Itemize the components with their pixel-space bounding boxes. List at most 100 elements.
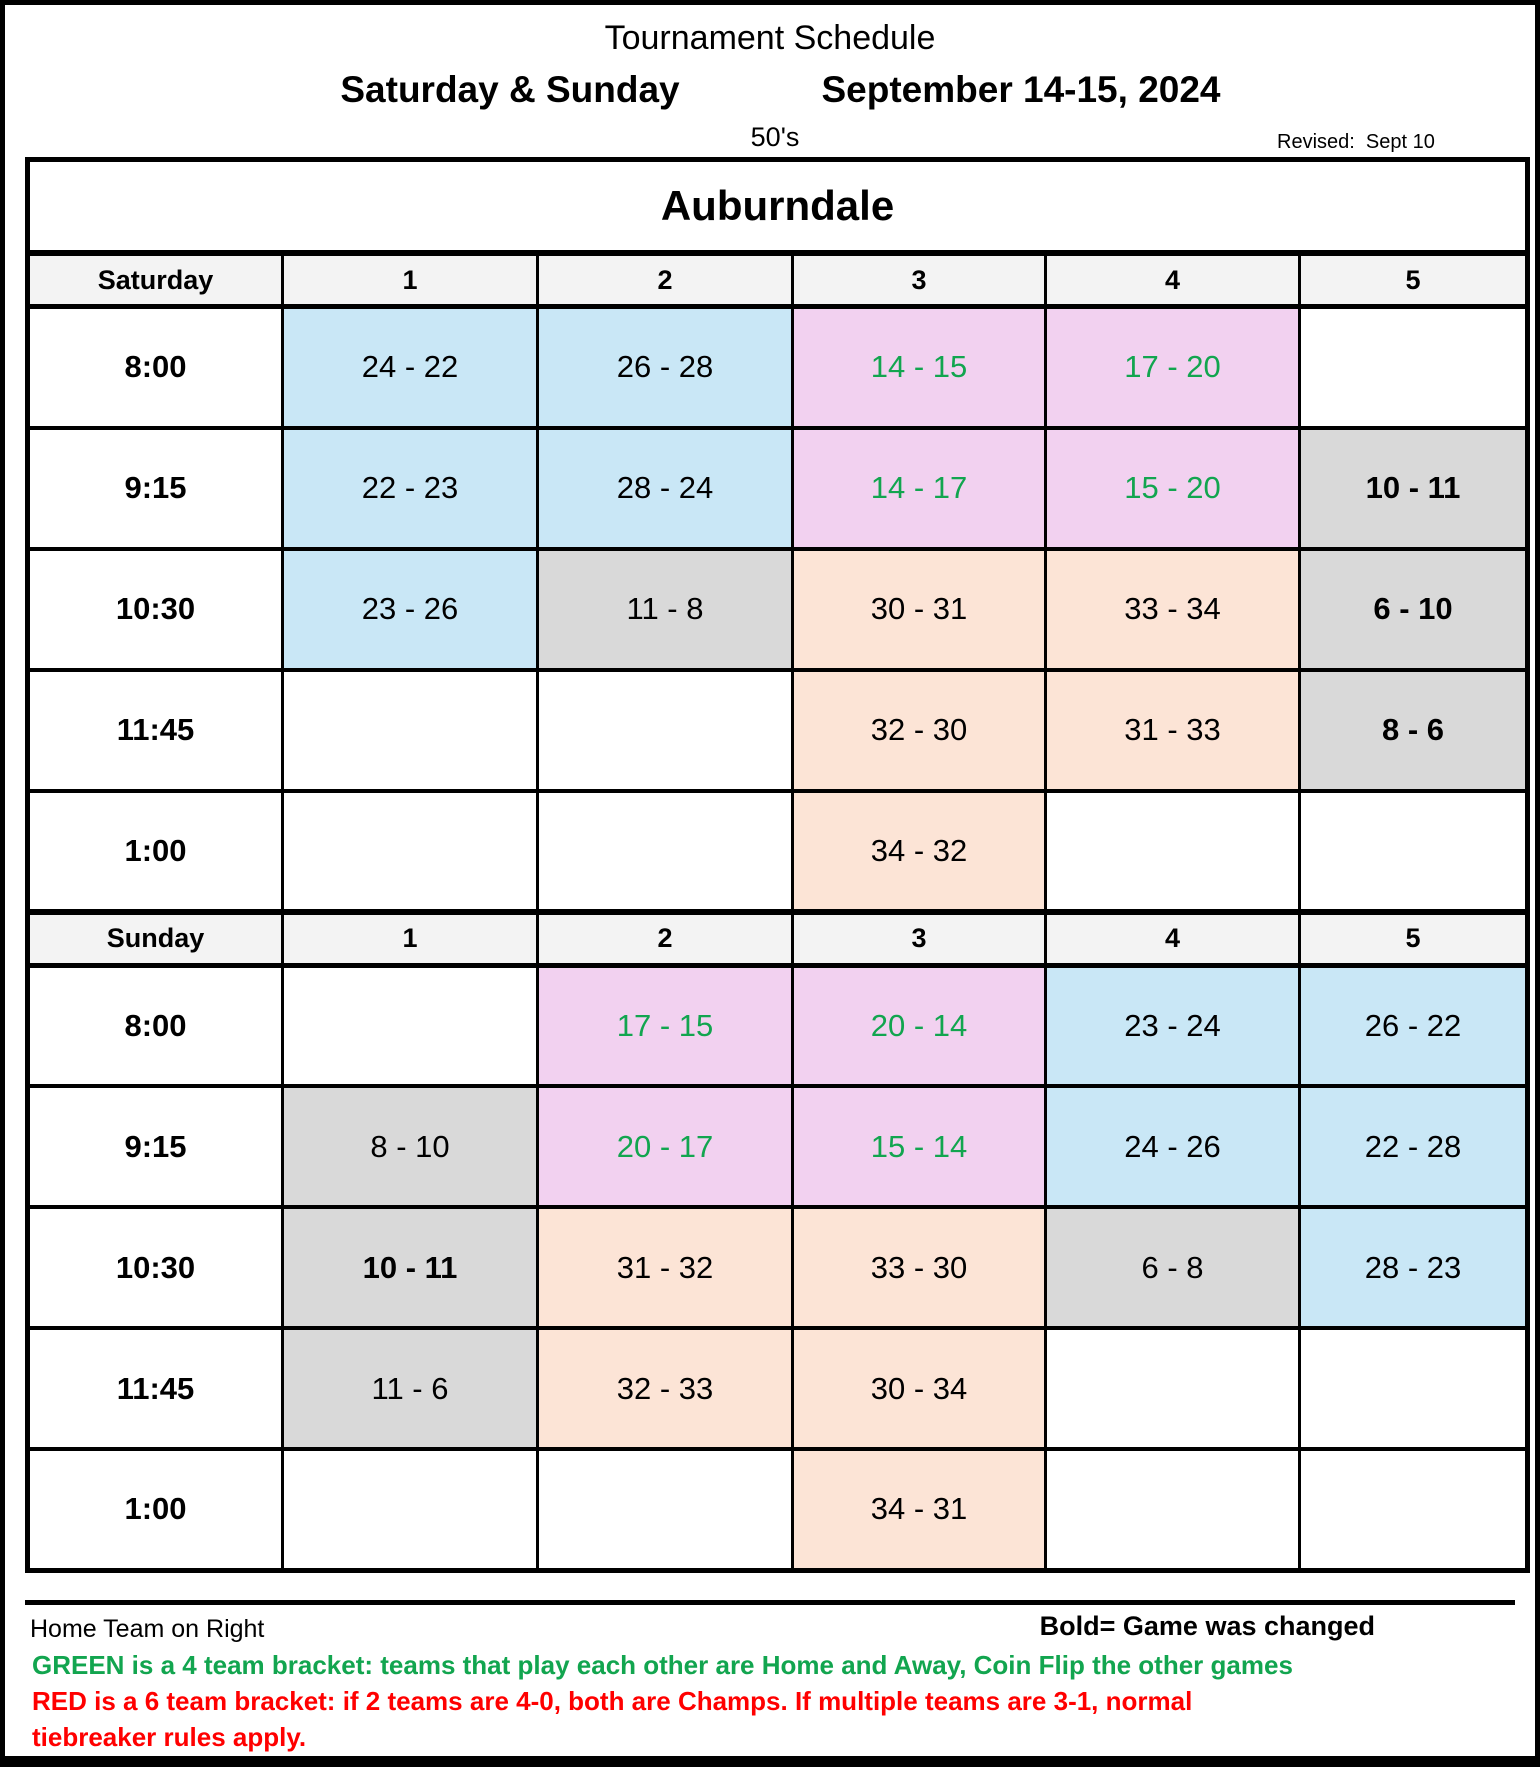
game-cell: 10 - 11 <box>281 1205 539 1330</box>
game-cell: 11 - 8 <box>536 546 794 672</box>
court-header-cell: 4 <box>1044 908 1301 968</box>
venue-row: Auburndale <box>25 157 1530 256</box>
time-cell: 9:15 <box>26 425 284 551</box>
game-row: 10:30 10 - 11 31 - 32 33 - 30 6 - 8 28 - 23 <box>26 1205 1530 1330</box>
empty-cell <box>1044 1326 1301 1451</box>
game-row: 1:00 34 - 32 <box>26 788 1530 914</box>
game-cell: 20 - 17 <box>536 1084 794 1209</box>
game-cell: 34 - 31 <box>791 1447 1047 1572</box>
court-header-cell: 3 <box>791 908 1047 968</box>
home-team-note: Home Team on Right <box>30 1614 265 1643</box>
game-cell: 8 - 10 <box>281 1084 539 1209</box>
empty-cell <box>1044 788 1301 914</box>
footer-rule <box>25 1599 1515 1605</box>
empty-cell <box>281 1447 539 1572</box>
game-cell: 14 - 15 <box>791 304 1047 430</box>
empty-cell <box>1297 1447 1530 1572</box>
game-cell: 34 - 32 <box>791 788 1047 914</box>
time-cell: 10:30 <box>26 1205 284 1330</box>
court-header-cell: 4 <box>1044 250 1301 309</box>
time-cell: 11:45 <box>26 1326 284 1451</box>
empty-cell <box>1297 788 1530 914</box>
game-cell: 17 - 15 <box>536 963 794 1088</box>
game-cell: 6 - 8 <box>1044 1205 1301 1330</box>
game-row: 9:15 8 - 10 20 - 17 15 - 14 24 - 26 22 - 28 <box>26 1084 1530 1209</box>
time-cell: 10:30 <box>26 546 284 672</box>
game-cell: 26 - 22 <box>1297 963 1530 1088</box>
empty-cell <box>281 963 539 1088</box>
game-cell: 33 - 34 <box>1044 546 1301 672</box>
game-cell: 24 - 26 <box>1044 1084 1301 1209</box>
schedule-table: Auburndale Saturday 1 2 3 4 5 8:00 24 - 22 26 - … <box>25 157 1531 1573</box>
game-cell: 26 - 28 <box>536 304 794 430</box>
game-cell: 17 - 20 <box>1044 304 1301 430</box>
game-row: 1:00 34 - 31 <box>26 1447 1530 1572</box>
game-row: 8:00 24 - 22 26 - 28 14 - 15 17 - 20 <box>26 304 1530 430</box>
court-header-cell: 5 <box>1297 250 1530 309</box>
time-cell: 1:00 <box>26 1447 284 1572</box>
red-bracket-note-2: tiebreaker rules apply. <box>32 1721 307 1752</box>
game-cell: 20 - 14 <box>791 963 1047 1088</box>
game-cell: 10 - 11 <box>1297 425 1530 551</box>
game-cell: 15 - 20 <box>1044 425 1301 551</box>
court-header-cell: 2 <box>536 908 794 968</box>
game-row: 9:15 22 - 23 28 - 24 14 - 17 15 - 20 10 - 11 <box>26 425 1530 551</box>
schedule-body: Auburndale Saturday 1 2 3 4 5 8:00 24 - 22 26 - … <box>25 157 1530 1572</box>
game-cell: 24 - 22 <box>281 304 539 430</box>
time-cell: 8:00 <box>26 963 284 1088</box>
game-cell: 22 - 28 <box>1297 1084 1530 1209</box>
empty-cell <box>536 788 794 914</box>
game-cell: 30 - 34 <box>791 1326 1047 1451</box>
game-cell: 23 - 24 <box>1044 963 1301 1088</box>
red-bracket-note: RED is a 6 team bracket: if 2 teams are … <box>32 1685 1193 1716</box>
game-cell: 32 - 30 <box>791 667 1047 793</box>
page-header: Tournament Schedule Saturday & Sunday Se… <box>5 5 1535 157</box>
time-cell: 1:00 <box>26 788 284 914</box>
game-cell: 8 - 6 <box>1297 667 1530 793</box>
game-cell: 11 - 6 <box>281 1326 539 1451</box>
empty-cell <box>536 1447 794 1572</box>
empty-cell <box>1044 1447 1301 1572</box>
game-row: 11:45 11 - 6 32 - 33 30 - 34 <box>26 1326 1530 1451</box>
game-cell: 28 - 24 <box>536 425 794 551</box>
event-days: Saturday & Sunday <box>340 69 680 110</box>
court-header-cell: 3 <box>791 250 1047 309</box>
game-cell: 6 - 10 <box>1297 546 1530 672</box>
game-cell: 28 - 23 <box>1297 1205 1530 1330</box>
division-label: 50's <box>750 122 800 152</box>
empty-cell <box>281 667 539 793</box>
bold-note: Bold= Game was changed <box>1039 1610 1375 1641</box>
court-header-cell: 1 <box>281 908 539 968</box>
court-header-cell: 1 <box>281 250 539 309</box>
time-cell: 9:15 <box>26 1084 284 1209</box>
court-header-cell: 2 <box>536 250 794 309</box>
game-row: 11:45 32 - 30 31 - 33 8 - 6 <box>26 667 1530 793</box>
page-title: Tournament Schedule <box>604 19 936 57</box>
footer-legend: Home Team on Right Bold= Game was change… <box>5 1609 1535 1647</box>
revised-label: Revised: Sept 10 <box>1277 131 1435 153</box>
game-cell: 23 - 26 <box>281 546 539 672</box>
venue-title: Auburndale <box>25 157 1530 256</box>
game-cell: 22 - 23 <box>281 425 539 551</box>
day-header-cell: Saturday <box>26 250 284 309</box>
green-bracket-note: GREEN is a 4 team bracket: teams that pl… <box>32 1649 1293 1680</box>
day-header-cell: Sunday <box>26 908 284 968</box>
game-cell: 31 - 32 <box>536 1205 794 1330</box>
game-row: 8:00 17 - 15 20 - 14 23 - 24 26 - 22 <box>26 963 1530 1088</box>
game-row: 10:30 23 - 26 11 - 8 30 - 31 33 - 34 6 - 10 <box>26 546 1530 672</box>
game-cell: 31 - 33 <box>1044 667 1301 793</box>
game-cell: 33 - 30 <box>791 1205 1047 1330</box>
game-cell: 15 - 14 <box>791 1084 1047 1209</box>
empty-cell <box>1297 1326 1530 1451</box>
day-header-row: Sunday 1 2 3 4 5 <box>26 908 1530 968</box>
empty-cell <box>281 788 539 914</box>
event-date: September 14-15, 2024 <box>821 69 1221 110</box>
game-cell: 14 - 17 <box>791 425 1047 551</box>
game-cell: 30 - 31 <box>791 546 1047 672</box>
time-cell: 8:00 <box>26 304 284 430</box>
game-cell: 32 - 33 <box>536 1326 794 1451</box>
empty-cell <box>1297 304 1530 430</box>
empty-cell <box>536 667 794 793</box>
court-header-cell: 5 <box>1297 908 1530 968</box>
time-cell: 11:45 <box>26 667 284 793</box>
